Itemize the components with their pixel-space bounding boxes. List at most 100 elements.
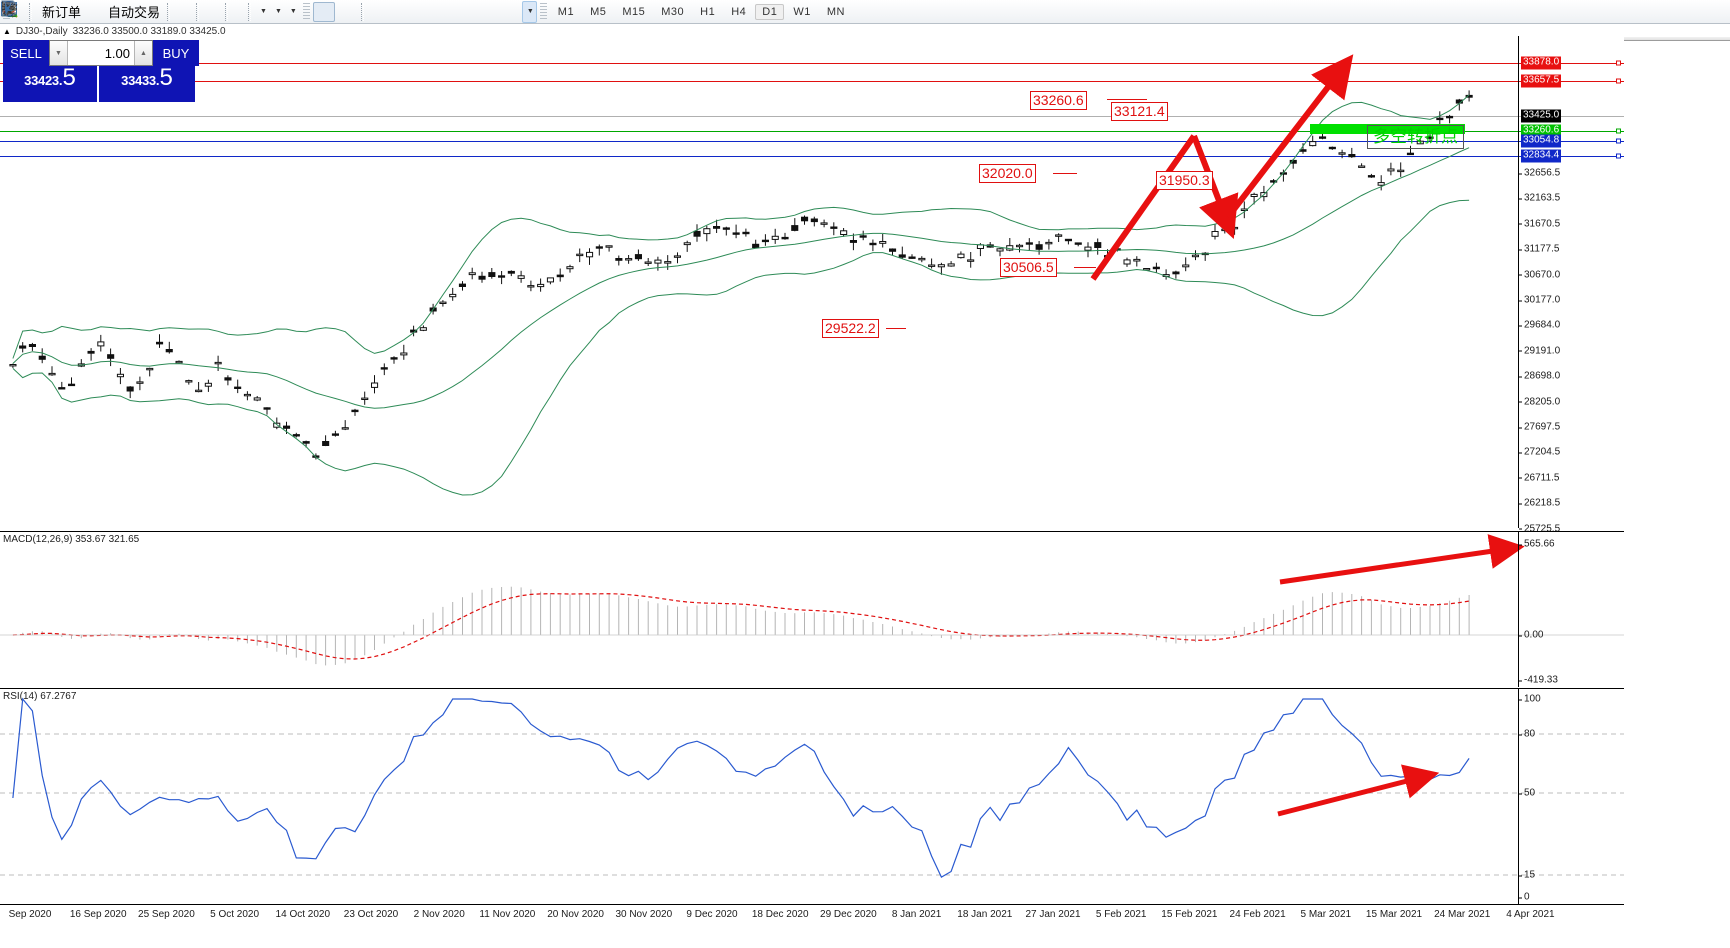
chart-canvas[interactable]: 33260.6 33121.4 31950.3 32020.0 30506.5 … (0, 36, 1730, 948)
date-tick: 29 Dec 2020 (820, 909, 877, 920)
volume-increment-button[interactable]: ▲ (134, 41, 152, 65)
toolbar-grip[interactable] (302, 2, 310, 21)
buy-price-integer: 33433 (121, 73, 156, 88)
resistance-line-33657[interactable] (0, 81, 1624, 82)
shapes-icon[interactable]: ▼ (5, 0, 537, 23)
support-line-32834[interactable] (0, 156, 1624, 157)
annotation-32020[interactable]: 32020.0 (979, 164, 1036, 183)
cursor-arrow-icon[interactable] (2, 1, 335, 22)
annotation-leader (1074, 267, 1096, 268)
volume-input[interactable]: 1.00 (104, 45, 130, 61)
date-tick: 15 Mar 2021 (1365, 909, 1423, 920)
timeframe-d1[interactable]: D1 (755, 3, 785, 20)
toolbar-separator (167, 2, 171, 21)
date-tick: Sep 2020 (8, 909, 52, 920)
collapse-arrow-icon[interactable]: ▲ (3, 26, 11, 36)
line-handle[interactable] (1616, 78, 1621, 84)
add-indicator-icon[interactable]: ▼ (1, 1, 270, 23)
timeframe-m1[interactable]: M1 (557, 5, 575, 18)
support-line-33054[interactable] (0, 141, 1624, 142)
buy-button[interactable]: BUY (153, 40, 199, 66)
chevron-down-icon[interactable]: ▼ (274, 8, 282, 15)
timeframe-h4[interactable]: H4 (731, 5, 747, 18)
period-clock-icon[interactable]: ▼ (1, 1, 285, 23)
buy-price-decimal: 5 (159, 64, 173, 91)
date-tick: 23 Oct 2020 (343, 909, 399, 920)
toolbar-separator (29, 2, 32, 21)
trend-arrow-annotations[interactable] (0, 36, 1624, 528)
sell-button[interactable]: SELL (3, 40, 49, 66)
date-axis[interactable]: Sep 2020 16 Sep 2020 25 Sep 2020 5 Oct 2020… (0, 904, 1624, 926)
text-label-icon[interactable]: T (2, 2, 522, 22)
price-axis[interactable]: 33878.0 33657.5 33425.0 33260.6 33054.8 … (1518, 36, 1624, 534)
date-tick: 2 Nov 2020 (413, 909, 465, 920)
rsi-arrow-annotation[interactable] (0, 689, 1624, 905)
pivot-line-33260[interactable] (0, 131, 1624, 132)
toolbar-grip[interactable] (539, 2, 547, 21)
price-tick: 28205.0 (1518, 396, 1561, 408)
toolbar-separator (196, 2, 200, 21)
macd-tick-min: -419.33 (1519, 674, 1558, 686)
annotation-33121[interactable]: 33121.4 (1111, 102, 1168, 121)
annotation-30506[interactable]: 30506.5 (1000, 258, 1057, 277)
line-chart-icon[interactable] (2, 1, 192, 23)
timeframe-w1[interactable]: W1 (793, 5, 811, 18)
tile-windows-icon[interactable] (1, 1, 221, 23)
toolbar-separator (248, 2, 252, 21)
date-tick: 11 Nov 2020 (479, 909, 536, 920)
line-handle[interactable] (1616, 128, 1621, 134)
green-highlight-zone[interactable] (1310, 124, 1465, 134)
chevron-down-icon[interactable]: ▼ (260, 8, 267, 15)
timeframe-m30[interactable]: M30 (661, 5, 685, 18)
price-tick: 29191.0 (1518, 345, 1561, 357)
date-tick: 30 Nov 2020 (615, 909, 673, 920)
rsi-panel[interactable]: RSI(14) 67.2767 100 80 50 15 0 (0, 688, 1624, 926)
price-tick: 27204.5 (1518, 446, 1561, 458)
templates-icon[interactable]: ▼ (1, 1, 300, 23)
rsi-tick-80: 80 (1518, 728, 1536, 740)
annotation-33260[interactable]: 33260.6 (1030, 91, 1087, 110)
chinese-note-annotation[interactable]: 多空转折点 (1367, 125, 1464, 149)
timeframe-m5[interactable]: M5 (590, 5, 607, 18)
timeframe-h1[interactable]: H1 (700, 5, 716, 18)
buy-price-display[interactable]: 33433 . 5 (99, 66, 195, 102)
chevron-down-icon[interactable]: ▼ (289, 8, 297, 15)
new-order-button[interactable]: 新订单 (1, 0, 84, 23)
svg-text:E: E (12, 13, 16, 19)
equidistant-channel-icon[interactable]: E (2, 2, 456, 22)
price-panel[interactable]: 33260.6 33121.4 31950.3 32020.0 30506.5 … (0, 36, 1624, 534)
price-tick: 32163.5 (1518, 192, 1561, 204)
line-handle[interactable] (1616, 60, 1621, 66)
line-handle[interactable] (1616, 153, 1621, 159)
trendline-icon[interactable] (2, 2, 434, 22)
rsi-label: RSI(14) 67.2767 (3, 691, 77, 702)
crosshair-icon[interactable] (3, 2, 357, 22)
date-tick: 18 Jan 2021 (957, 909, 1013, 920)
timeframe-mn[interactable]: MN (826, 5, 845, 18)
line-handle[interactable] (1616, 138, 1621, 144)
volume-decrement-button[interactable]: ▼ (50, 41, 68, 65)
vertical-line-icon[interactable] (6, 2, 390, 22)
macd-arrow-annotation[interactable] (0, 532, 1624, 687)
text-icon[interactable]: A (3, 2, 500, 22)
one-click-trading-panel[interactable]: SELL ▼ 1.00 ▲ BUY 33423 . 5 33433 . 5 (3, 40, 199, 102)
price-tick: 32656.5 (1518, 167, 1561, 179)
rsi-axis[interactable]: 100 80 50 15 0 (1518, 689, 1624, 905)
chevron-down-icon[interactable]: ▼ (526, 8, 534, 15)
autotrading-label: 自动交易 (108, 5, 161, 20)
annotation-29522[interactable]: 29522.2 (822, 319, 879, 338)
macd-panel[interactable]: MACD(12,26,9) 353.67 321.65 565.66 0.00 … (0, 531, 1624, 687)
volume-stepper[interactable]: ▼ 1.00 ▲ (49, 40, 153, 66)
price-tick: 30670.0 (1518, 269, 1561, 281)
chart-shift-icon[interactable] (2, 1, 244, 23)
price-label-33260: 33260.6 (1521, 124, 1562, 138)
annotation-31950[interactable]: 31950.3 (1156, 171, 1213, 190)
date-tick: 9 Dec 2020 (686, 909, 738, 920)
timeframe-m15[interactable]: M15 (622, 5, 646, 18)
horizontal-line-icon[interactable] (3, 2, 412, 22)
fibonacci-retracement-icon[interactable]: F (3, 2, 478, 22)
resistance-line-33878[interactable] (0, 63, 1624, 64)
sell-price-display[interactable]: 33423 . 5 (3, 66, 99, 102)
autotrading-button[interactable]: 自动交易 (1, 1, 163, 23)
macd-axis[interactable]: 565.66 0.00 -419.33 (1518, 532, 1624, 687)
